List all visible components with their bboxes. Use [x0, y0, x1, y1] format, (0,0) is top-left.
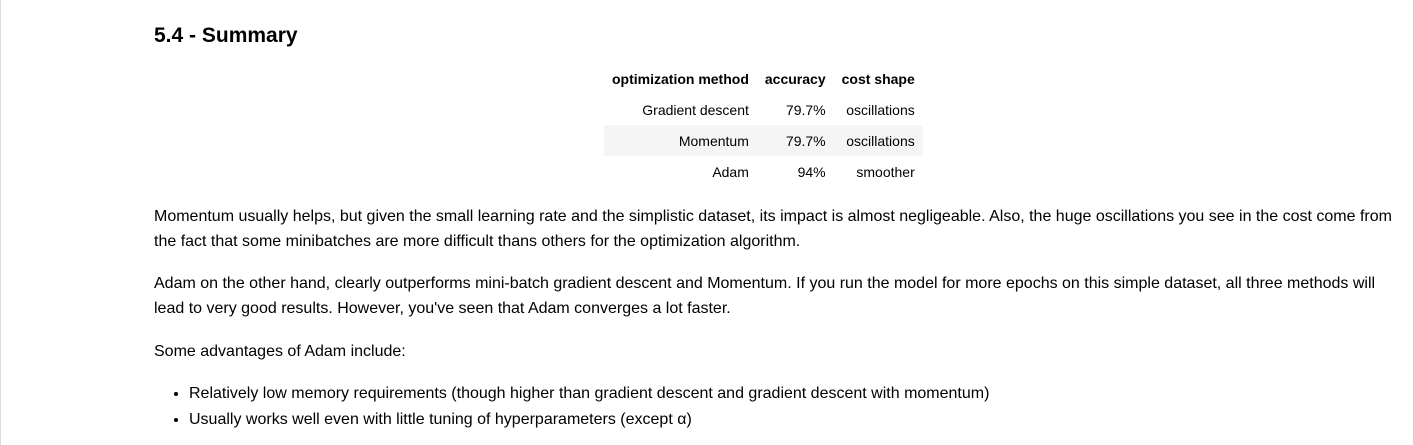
- notebook-left-border: [0, 0, 1, 445]
- table-cell-method: Adam: [712, 163, 749, 180]
- column-header-cost-shape: cost shape: [841, 70, 915, 87]
- paragraph-momentum: Momentum usually helps, but given the sm…: [154, 208, 1392, 250]
- section-heading: 5.4 - Summary: [154, 24, 298, 47]
- table-cell-accuracy: 79.7%: [756, 125, 834, 156]
- table-cell-accuracy: 79.7%: [785, 101, 826, 118]
- table-cell-cost-shape: smoother: [856, 163, 915, 180]
- table-cell-cost-shape: oscillations: [833, 125, 923, 156]
- table-row: Adam 94% smoother: [604, 156, 923, 187]
- table-header-row: optimization method accuracy cost shape: [604, 63, 923, 94]
- list-item: Relatively low memory requirements (thou…: [189, 381, 1399, 407]
- advantages-list: Relatively low memory requirements (thou…: [154, 381, 1399, 433]
- table-cell-accuracy: 94%: [797, 163, 826, 180]
- summary-table: optimization method accuracy cost shape …: [604, 63, 923, 187]
- table-cell-cost-shape: oscillations: [846, 101, 915, 118]
- paragraph-advantages-intro: Some advantages of Adam include:: [154, 343, 406, 360]
- list-item: Usually works well even with little tuni…: [189, 407, 1399, 433]
- table-cell-method: Gradient descent: [642, 101, 749, 118]
- column-header-accuracy: accuracy: [764, 70, 826, 87]
- paragraph-adam: Adam on the other hand, clearly outperfo…: [154, 275, 1376, 317]
- column-header-method: optimization method: [612, 70, 749, 87]
- table-row: Gradient descent 79.7% oscillations: [604, 94, 923, 125]
- table-cell-method: Momentum: [604, 125, 757, 156]
- table-row: Momentum 79.7% oscillations: [604, 125, 923, 156]
